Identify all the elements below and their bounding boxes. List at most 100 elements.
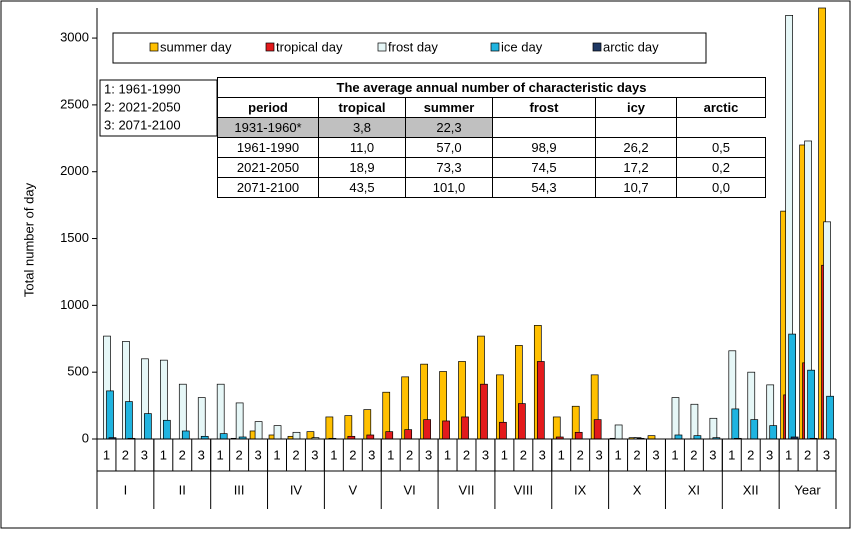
group-label: X bbox=[633, 482, 642, 497]
bar bbox=[404, 429, 413, 440]
legend-swatch bbox=[149, 42, 159, 52]
period-legend-label: 1: 1961-1990 bbox=[104, 81, 181, 96]
x-tick-label: 1 bbox=[785, 447, 792, 462]
table-cell bbox=[676, 117, 766, 138]
table-title: The average annual number of characteris… bbox=[217, 77, 766, 98]
table-cell: 0,2 bbox=[676, 157, 766, 178]
group-label: V bbox=[348, 482, 357, 497]
x-tick-label: 2 bbox=[520, 447, 527, 462]
table-header-cell: arctic bbox=[676, 97, 766, 118]
bar bbox=[552, 416, 561, 440]
bar bbox=[363, 409, 372, 440]
bar bbox=[254, 421, 263, 440]
bar bbox=[125, 401, 133, 440]
x-tick-label: 2 bbox=[292, 447, 299, 462]
x-tick-label: 2 bbox=[804, 447, 811, 462]
bar bbox=[731, 408, 740, 440]
x-tick-label: 2 bbox=[747, 447, 754, 462]
x-tick-label: 2 bbox=[179, 447, 186, 462]
table-cell: 3,8 bbox=[318, 117, 406, 138]
table-header-cell: tropical bbox=[318, 97, 406, 118]
bar bbox=[750, 419, 759, 440]
bar bbox=[788, 333, 797, 440]
x-tick-label: 3 bbox=[709, 447, 716, 462]
group-label: I bbox=[124, 482, 128, 497]
x-tick-label: 2 bbox=[406, 447, 413, 462]
y-tick-label: 2500 bbox=[60, 96, 89, 111]
x-tick-label: 3 bbox=[198, 447, 205, 462]
table-row: 2071-2100 43,5 101,0 54,3 10,7 0,0 bbox=[217, 177, 766, 198]
x-tick-label: 3 bbox=[766, 447, 773, 462]
table-header-row: period tropical summer frost icy arctic bbox=[217, 97, 766, 118]
table-cell: 1931-1960* bbox=[217, 117, 319, 138]
x-tick-label: 3 bbox=[425, 447, 432, 462]
x-tick-label: 1 bbox=[558, 447, 565, 462]
group-label: Year bbox=[794, 482, 821, 497]
group-label: XII bbox=[743, 482, 759, 497]
x-tick-label: 1 bbox=[728, 447, 735, 462]
table-cell: 101,0 bbox=[405, 177, 493, 198]
legend-label: tropical day bbox=[276, 39, 343, 54]
x-tick-label: 1 bbox=[614, 447, 621, 462]
bar bbox=[574, 431, 583, 440]
x-tick-label: 3 bbox=[823, 447, 830, 462]
table-cell: 57,0 bbox=[405, 137, 493, 158]
bar bbox=[273, 425, 282, 440]
table-row: 2021-2050 18,9 73,3 74,5 17,2 0,2 bbox=[217, 157, 766, 178]
table-cell: 74,5 bbox=[492, 157, 596, 178]
table-cell: 0,5 bbox=[676, 137, 766, 158]
x-tick-label: 2 bbox=[577, 447, 584, 462]
table-cell: 10,7 bbox=[595, 177, 677, 198]
x-tick-label: 1 bbox=[444, 447, 451, 462]
period-legend-label: 3: 2071-2100 bbox=[104, 117, 181, 132]
table-cell: 98,9 bbox=[492, 137, 596, 158]
x-tick-label: 3 bbox=[311, 447, 318, 462]
table-row: 1931-1960* 3,8 22,3 bbox=[217, 117, 766, 138]
table-title-row: The average annual number of characteris… bbox=[217, 77, 766, 98]
bar bbox=[144, 413, 152, 440]
bar bbox=[480, 383, 488, 440]
legend-label: ice day bbox=[501, 39, 543, 54]
x-tick-label: 2 bbox=[122, 447, 129, 462]
x-tick-label: 3 bbox=[539, 447, 546, 462]
bar bbox=[671, 397, 680, 440]
data-table: The average annual number of characteris… bbox=[217, 77, 766, 198]
group-label: II bbox=[179, 482, 186, 497]
legend-swatch bbox=[377, 42, 387, 52]
bar bbox=[518, 403, 526, 440]
bar bbox=[826, 395, 834, 440]
bar bbox=[325, 416, 334, 440]
bar bbox=[162, 419, 171, 440]
x-tick-label: 2 bbox=[349, 447, 356, 462]
bar bbox=[674, 434, 683, 440]
bar bbox=[807, 369, 815, 440]
bar bbox=[344, 415, 353, 440]
group-label: IX bbox=[574, 482, 587, 497]
y-tick-label: 3000 bbox=[60, 30, 89, 45]
bar bbox=[461, 416, 469, 440]
table-header-cell: summer bbox=[405, 97, 493, 118]
table-cell: 73,3 bbox=[405, 157, 493, 178]
x-tick-label: 3 bbox=[254, 447, 261, 462]
x-tick-label: 1 bbox=[273, 447, 280, 462]
legend-box bbox=[112, 32, 707, 64]
y-tick-label: 1500 bbox=[60, 230, 89, 245]
table-cell: 17,2 bbox=[595, 157, 677, 178]
bar bbox=[536, 361, 545, 440]
group-label: VI bbox=[404, 482, 416, 497]
legend-swatch bbox=[592, 42, 602, 52]
x-tick-label: 3 bbox=[482, 447, 489, 462]
x-tick-label: 2 bbox=[690, 447, 697, 462]
period-legend-box bbox=[99, 79, 218, 137]
x-tick-label: 3 bbox=[368, 447, 375, 462]
bar bbox=[423, 419, 431, 440]
y-tick-label: 500 bbox=[67, 364, 89, 379]
table-cell bbox=[595, 117, 677, 138]
legend-swatch bbox=[265, 42, 275, 52]
group-label: VIII bbox=[514, 482, 534, 497]
group-label: VII bbox=[459, 482, 475, 497]
bar bbox=[181, 430, 190, 440]
table-header-cell: icy bbox=[595, 97, 677, 118]
y-axis-label: Total number of day bbox=[21, 182, 36, 297]
